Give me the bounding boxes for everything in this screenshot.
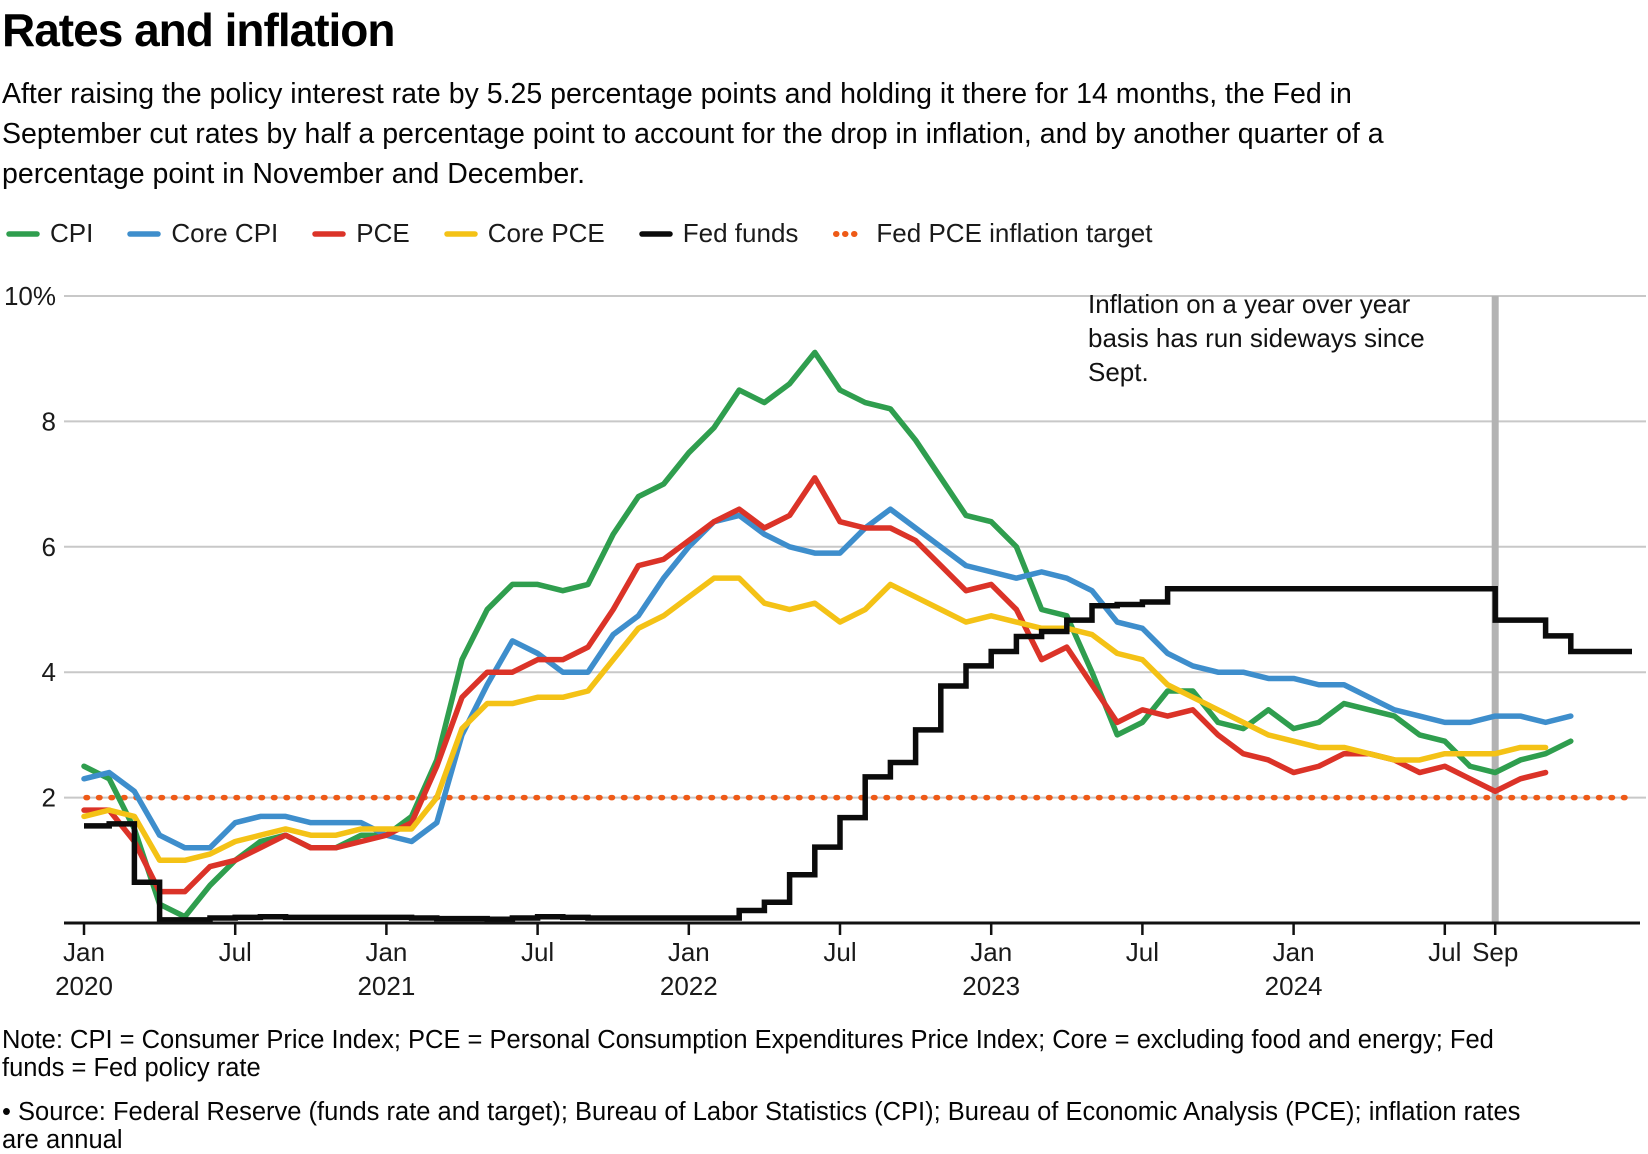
core-cpi-line	[81, 506, 1574, 851]
annotation-line: Sept.	[1088, 357, 1149, 388]
chart-area: 10% 8 6 4 2 Jan 2020 Jul Jan 2021 Jul Jan 2022 Jul Jan…	[0, 267, 1648, 1012]
legend-swatch-pce-line	[312, 231, 347, 237]
annotation-line: basis has run sideways since	[1088, 323, 1425, 354]
x-axis-year-2024: 2024	[1265, 971, 1323, 1001]
annotation-line: Inflation on a year over year	[1088, 289, 1411, 320]
rates-inflation-chart: 10% 8 6 4 2 Jan 2020 Jul Jan 2021 Jul Jan 2022 Jul Jan…	[4, 281, 1646, 1001]
legend-item-fed-funds: Fed funds	[639, 218, 799, 249]
legend-swatch-fed-pce-inflation-target-dots	[833, 230, 867, 237]
x-axis-label-jul: Jul	[219, 937, 252, 967]
x-axis-label-jan-2021: Jan	[365, 937, 407, 967]
x-axis-year-2021: 2021	[357, 971, 415, 1001]
legend-label: CPI	[50, 218, 94, 249]
x-axis-label-jul: Jul	[1126, 937, 1159, 967]
y-axis-label-4: 4	[42, 657, 56, 687]
legend-item-cpi: CPI	[6, 218, 93, 249]
legend-swatch-core-cpi-line	[127, 231, 162, 237]
x-axis-year-2022: 2022	[660, 971, 718, 1001]
x-axis-label-jul: Jul	[521, 937, 554, 967]
x-axis-year-2023: 2023	[962, 971, 1020, 1001]
x-axis-label-jan-2020: Jan	[63, 937, 105, 967]
fed-funds-line	[84, 586, 1632, 923]
x-axis-label-jan-2024: Jan	[1273, 937, 1315, 967]
legend-item-core-cpi: Core CPI	[127, 218, 278, 249]
chart-legend: CPI Core CPI PCE Core PCE Fed funds Fed PCE i…	[6, 218, 1648, 249]
x-axis-label-jul: Jul	[823, 937, 856, 967]
legend-label: Core PCE	[487, 218, 605, 249]
legend-label: Core CPI	[171, 218, 279, 249]
page: Rates and inflation After raising the po…	[0, 4, 1648, 1154]
y-axis-label-8: 8	[42, 407, 56, 437]
x-axis-label-sep: Sep	[1472, 937, 1518, 967]
legend-swatch-cpi-line	[6, 231, 40, 237]
chart-annotation: Inflation on a year over year basis has …	[1088, 287, 1425, 389]
legend-item-pce: PCE	[312, 218, 410, 249]
x-axis-label-jan-2023: Jan	[970, 937, 1012, 967]
legend-swatch-fed-funds-line	[639, 231, 673, 237]
footnote: Note: CPI = Consumer Price Index; PCE = …	[2, 1026, 1494, 1083]
page-title: Rates and inflation	[2, 4, 395, 56]
y-axis-label-2: 2	[42, 783, 56, 813]
legend-label: Fed funds	[682, 218, 799, 249]
legend-label: Fed PCE inflation target	[876, 218, 1153, 249]
legend-label: PCE	[356, 218, 410, 249]
legend-item-fed-pce-inflation-target: Fed PCE inflation target	[832, 218, 1152, 249]
y-axis-label-6: 6	[42, 532, 56, 562]
source-line: • Source: Federal Reserve (funds rate an…	[2, 1098, 1521, 1154]
x-axis-label-jan-2022: Jan	[668, 937, 710, 967]
subtitle: After raising the policy interest rate b…	[2, 78, 1384, 191]
x-axis-year-2020: 2020	[55, 971, 113, 1001]
core-pce-line	[81, 575, 1549, 864]
x-axis-label-jul: Jul	[1428, 937, 1461, 967]
y-axis-label-10: 10%	[4, 281, 56, 311]
pce-line	[81, 475, 1549, 895]
legend-item-core-pce: Core PCE	[443, 218, 605, 249]
legend-swatch-core-pce-line	[443, 231, 478, 237]
